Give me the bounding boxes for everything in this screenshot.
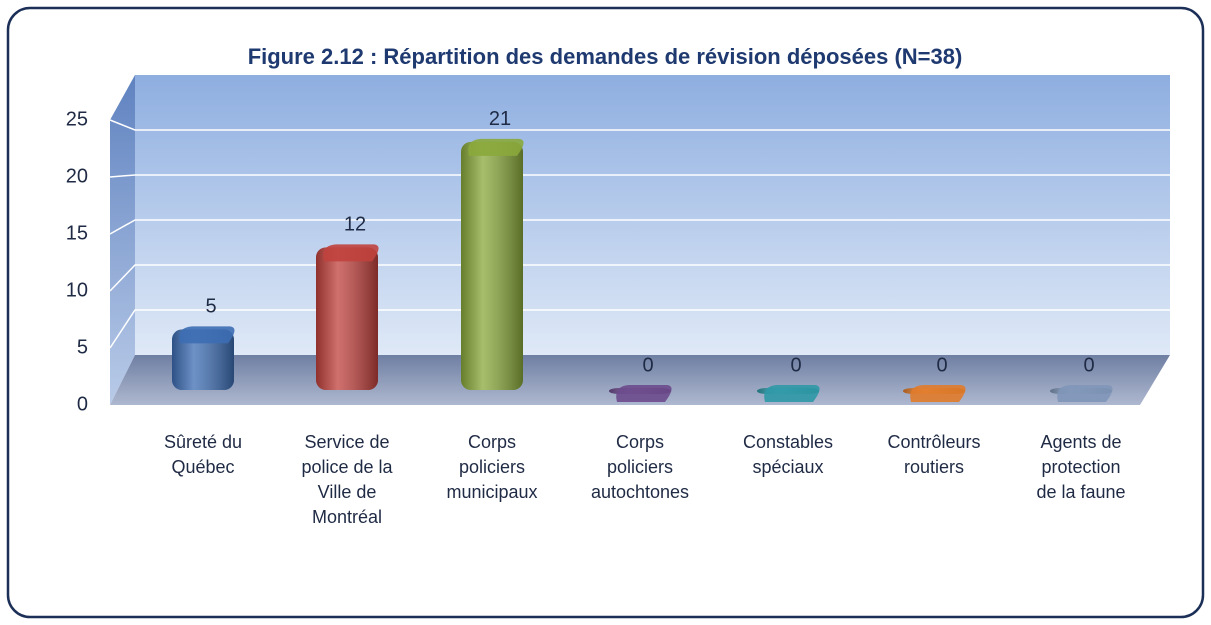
x-tick-label: Sûreté du Québec <box>164 432 242 477</box>
x-tick-label: Corps policiers municipaux <box>446 432 537 502</box>
bar-cap <box>179 326 235 344</box>
y-tick-label: 15 <box>66 222 88 244</box>
x-tick-label: Constables spéciaux <box>743 432 833 477</box>
value-label: 21 <box>489 108 511 130</box>
y-tick-label: 10 <box>66 279 88 301</box>
bar-cap <box>323 244 379 262</box>
y-tick-label: 5 <box>77 336 88 358</box>
y-tick-label: 0 <box>77 393 88 415</box>
x-tick-label: Agents de protection de la faune <box>1036 432 1125 502</box>
bar-shade <box>172 329 234 390</box>
plot <box>109 119 1170 402</box>
bar-cap <box>910 385 966 402</box>
value-label: 0 <box>790 354 801 376</box>
grid-line <box>109 174 1170 178</box>
grid-line <box>109 219 1170 235</box>
bar-cap <box>468 138 524 156</box>
y-tick-label: 20 <box>66 165 88 187</box>
value-label: 0 <box>642 354 653 376</box>
bar-cap <box>616 385 672 402</box>
y-tick-label: 25 <box>66 108 88 130</box>
value-label: 5 <box>205 296 216 318</box>
x-tick-label: Corps policiers autochtones <box>591 432 689 502</box>
bar-cap <box>764 385 820 402</box>
back-wall <box>135 75 1170 355</box>
grid-line <box>109 264 1170 292</box>
bar-cap <box>1057 385 1113 402</box>
value-label: 0 <box>936 354 947 376</box>
grid-line <box>109 119 1170 131</box>
bar-shade <box>316 247 378 390</box>
bar-shade <box>461 141 523 390</box>
grid-line <box>109 309 1170 349</box>
side-wall <box>110 75 135 405</box>
x-tick-label: Contrôleurs routiers <box>887 432 980 477</box>
chart-title: Figure 2.12 : Répartition des demandes d… <box>248 44 963 69</box>
value-label: 0 <box>1083 354 1094 376</box>
value-label: 12 <box>344 214 366 236</box>
x-tick-label: Service de police de la Ville de Montréal <box>301 432 393 527</box>
